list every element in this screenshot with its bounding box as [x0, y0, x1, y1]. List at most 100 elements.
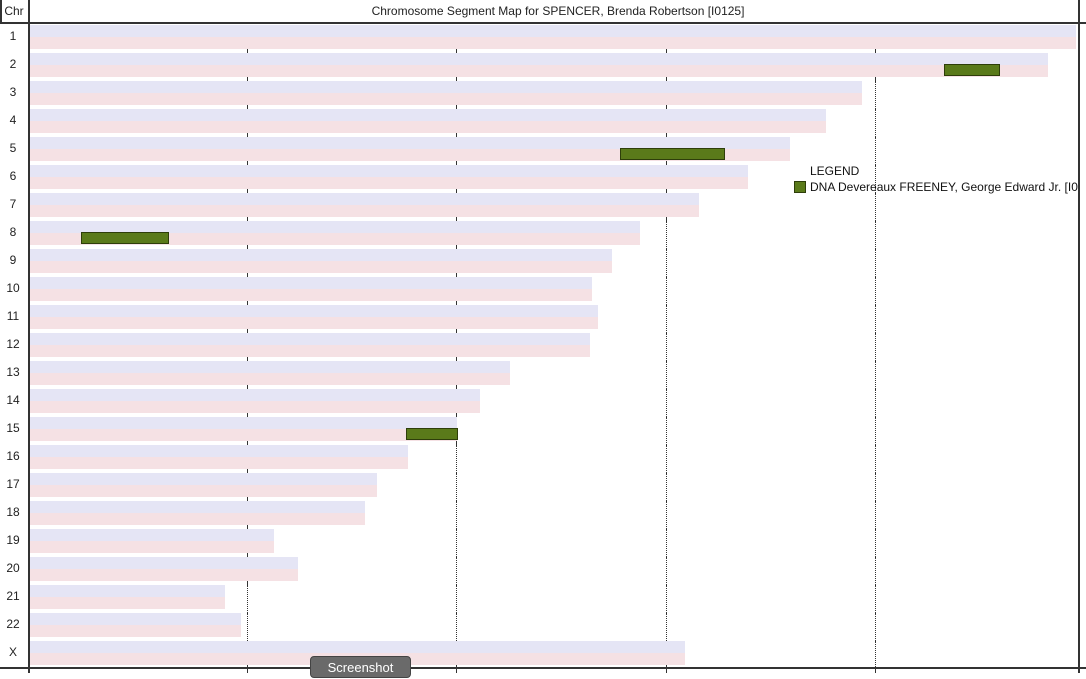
chromosome-label: 7: [9, 197, 17, 211]
chromosome-label: 3: [9, 85, 17, 99]
dna-segment[interactable]: [406, 428, 458, 440]
chromosome-label: 11: [6, 309, 20, 323]
dna-segment[interactable]: [944, 64, 1000, 76]
grid-line: [666, 389, 667, 417]
grid-tick-mark: [456, 105, 457, 109]
chromosome-bar: [30, 81, 862, 105]
screenshot-button[interactable]: Screenshot: [310, 656, 411, 678]
dna-segment[interactable]: [620, 148, 725, 160]
grid-tick-mark: [247, 77, 248, 81]
chromosome-label: 17: [6, 477, 20, 491]
grid-line: [666, 277, 667, 305]
chromosome-label: 9: [9, 253, 17, 267]
grid-tick-mark: [456, 161, 457, 165]
frame-top-line: [0, 22, 1086, 24]
grid-tick-mark: [247, 469, 248, 473]
axis-tick-mark: [247, 667, 248, 673]
grid-line: [875, 585, 876, 613]
grid-tick-mark: [247, 413, 248, 417]
grid-tick-mark: [456, 273, 457, 277]
grid-line: [666, 305, 667, 333]
grid-line: [666, 333, 667, 361]
dna-segment[interactable]: [81, 232, 169, 244]
legend-entry-label: DNA Devereaux FREENEY, George Edward Jr.…: [810, 180, 1078, 194]
grid-line: [456, 557, 457, 585]
grid-tick-mark: [456, 133, 457, 137]
chromosome-bar: [30, 53, 1048, 77]
chromosome-bar: [30, 417, 457, 441]
grid-line: [875, 501, 876, 529]
chromosome-bar: [30, 473, 377, 497]
grid-tick-mark: [247, 301, 248, 305]
grid-line: [875, 445, 876, 473]
chromosome-label: 20: [6, 561, 20, 575]
chromosome-label: 4: [9, 113, 17, 127]
grid-tick-mark: [456, 77, 457, 81]
grid-line: [666, 585, 667, 613]
chr-column-header: Chr: [4, 4, 24, 18]
grid-tick-mark: [247, 245, 248, 249]
legend-swatch: [794, 181, 806, 193]
chromosome-bar: [30, 165, 748, 189]
chromosome-bar: [30, 333, 590, 357]
grid-tick-mark: [666, 217, 667, 221]
frame-left-edge: [0, 0, 2, 22]
grid-line: [875, 193, 876, 221]
chromosome-label: 22: [6, 617, 20, 631]
grid-line: [875, 165, 876, 193]
grid-tick-mark: [456, 385, 457, 389]
chromosome-label: X: [8, 645, 17, 659]
chromosome-label: 8: [9, 225, 17, 239]
grid-line: [875, 137, 876, 165]
frame-bottom-line: [0, 667, 1086, 669]
grid-tick-mark: [247, 581, 248, 585]
chromosome-bar: [30, 221, 640, 245]
chromosome-label: 14: [6, 393, 20, 407]
grid-tick-mark: [247, 49, 248, 53]
grid-tick-mark: [247, 133, 248, 137]
chromosome-bar: [30, 557, 298, 581]
grid-line: [247, 585, 248, 613]
axis-tick-mark: [875, 667, 876, 673]
grid-line: [666, 221, 667, 249]
grid-tick-mark: [247, 553, 248, 557]
grid-line: [666, 445, 667, 473]
grid-line: [247, 613, 248, 641]
grid-line: [875, 333, 876, 361]
grid-tick-mark: [666, 105, 667, 109]
grid-tick-mark: [875, 49, 876, 53]
grid-line: [875, 417, 876, 445]
axis-tick-mark: [666, 667, 667, 673]
grid-line: [456, 473, 457, 501]
chromosome-label: 2: [9, 57, 17, 71]
grid-line: [875, 641, 876, 669]
grid-line: [875, 221, 876, 249]
grid-line: [666, 557, 667, 585]
grid-tick-mark: [456, 217, 457, 221]
chromosome-bar: [30, 613, 241, 637]
grid-tick-mark: [247, 161, 248, 165]
grid-line: [456, 445, 457, 473]
grid-line: [875, 529, 876, 557]
grid-line: [666, 501, 667, 529]
grid-tick-mark: [456, 357, 457, 361]
grid-tick-mark: [666, 161, 667, 165]
grid-tick-mark: [247, 217, 248, 221]
grid-line: [875, 361, 876, 389]
grid-tick-mark: [456, 441, 457, 445]
chromosome-label: 10: [6, 281, 20, 295]
grid-line: [875, 473, 876, 501]
chromosome-label: 6: [9, 169, 17, 183]
axis-tick-mark: [456, 667, 457, 673]
grid-tick-mark: [456, 329, 457, 333]
chromosome-bar: [30, 389, 480, 413]
chromosome-bar: [30, 585, 225, 609]
chromosome-label: 13: [6, 365, 20, 379]
chromosome-bar: [30, 501, 365, 525]
grid-tick-mark: [456, 301, 457, 305]
grid-tick-mark: [247, 189, 248, 193]
grid-line: [875, 109, 876, 137]
grid-tick-mark: [247, 329, 248, 333]
grid-tick-mark: [456, 245, 457, 249]
grid-tick-mark: [247, 441, 248, 445]
